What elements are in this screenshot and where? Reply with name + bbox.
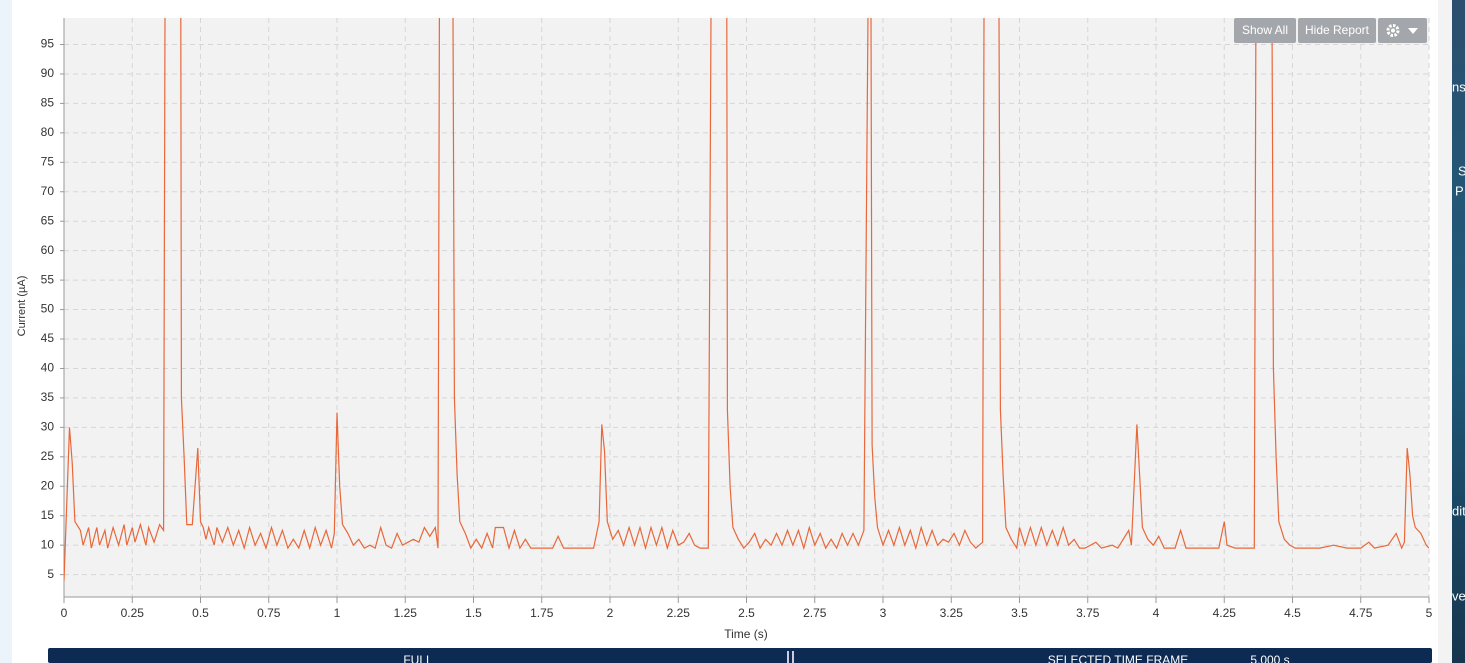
x-tick-label: 1.5 [465,606,482,620]
x-axis-label: Time (s) [724,627,768,641]
y-tick-label: 20 [41,478,55,492]
footer-value: 5.000 s [1250,653,1289,663]
y-tick-label: 75 [41,154,55,168]
y-tick-label: 15 [41,508,55,522]
x-tick-label: 3.5 [1011,606,1028,620]
x-tick-label: 0 [61,606,68,620]
y-tick-label: 50 [41,302,55,316]
x-tick-label: 0.5 [192,606,209,620]
x-tick-label: 4.75 [1349,606,1373,620]
gear-center [1391,28,1395,33]
x-tick-label: 0.75 [257,606,281,620]
x-tick-label: 1.25 [394,606,418,620]
y-tick-label: 65 [41,213,55,227]
x-tick-label: 3.75 [1076,606,1100,620]
y-tick-label: 10 [41,537,55,551]
y-tick-label: 55 [41,272,55,286]
handle-right[interactable] [792,651,794,663]
current-line [64,18,1429,581]
sidebar-fragment: P [1455,183,1464,198]
x-tick-label: 2.75 [803,606,827,620]
x-tick-label: 1.75 [530,606,554,620]
y-tick-label: 5 [47,567,54,581]
y-tick-label: 30 [41,420,55,434]
x-tick-label: 1 [334,606,341,620]
y-tick-label: 60 [41,243,55,257]
footer-label: SELECTED TIME FRAME [1048,653,1188,663]
show-all-label[interactable]: Show All [1242,23,1288,37]
sidebar-fragment: dit [1452,503,1465,518]
y-tick-label: 95 [41,37,55,51]
x-tick-label: 2.5 [738,606,755,620]
hide-report-label[interactable]: Hide Report [1305,23,1370,37]
hide-report-button[interactable] [1298,18,1376,43]
scroll-gap [1438,0,1452,663]
y-axis-label: Current (µA) [16,276,28,337]
show-all-button[interactable] [1234,18,1296,43]
y-tick-label: 85 [41,96,55,110]
side-image [1452,0,1465,663]
x-tick-label: 4.25 [1213,606,1237,620]
x-tick-label: 5 [1426,606,1433,620]
y-tick-label: 45 [41,331,55,345]
settings-button[interactable] [1378,18,1427,43]
x-tick-label: 2.25 [667,606,691,620]
x-tick-label: 4 [1153,606,1160,620]
gear-icon [1386,24,1400,37]
x-tick-label: 0.25 [121,606,145,620]
y-tick-label: 90 [41,66,55,80]
footer-bar [48,648,1432,663]
x-tick-label: 2 [607,606,614,620]
y-tick-label: 80 [41,125,55,139]
y-tick-label: 25 [41,449,55,463]
y-tick-label: 40 [41,361,55,375]
handle-left[interactable] [787,651,789,663]
x-tick-label: 4.5 [1284,606,1301,620]
y-tick-label: 70 [41,184,55,198]
sidebar-fragment: S [1458,163,1465,178]
x-tick-label: 3.25 [940,606,964,620]
x-tick-label: 3 [880,606,887,620]
dropdown-arrow [1408,28,1418,34]
footer-full[interactable]: FULL [403,653,433,663]
y-tick-label: 35 [41,390,55,404]
sidebar-fragment: ns [1452,79,1465,94]
sidebar-fragment: ve [1452,588,1465,603]
left-strip [0,0,12,663]
